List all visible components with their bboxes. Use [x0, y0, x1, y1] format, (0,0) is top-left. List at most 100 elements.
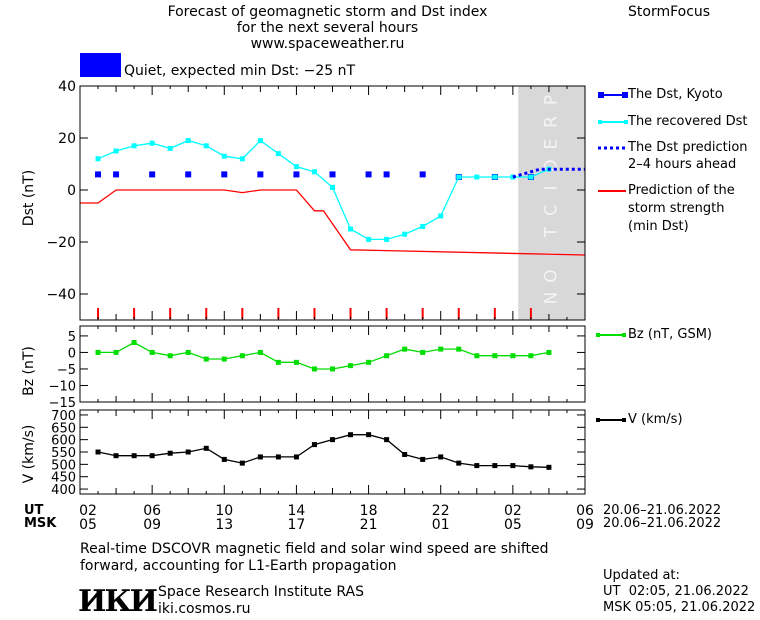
- data-point: [149, 453, 155, 459]
- prediction-zone-letter: C: [542, 204, 562, 216]
- prediction-zone: [518, 86, 585, 320]
- prediction-zone-letter: R: [542, 116, 562, 128]
- data-point: [474, 353, 480, 359]
- y-tick-label: 550: [51, 446, 76, 461]
- data-point: [95, 156, 101, 162]
- data-point: [149, 349, 155, 355]
- data-point: [311, 169, 317, 175]
- data-point: [384, 437, 390, 443]
- updated-label: Updated at:: [603, 568, 680, 583]
- data-point: [95, 171, 102, 178]
- data-point: [528, 464, 534, 470]
- data-point: [311, 442, 317, 448]
- data-point: [330, 184, 335, 190]
- data-point: [257, 138, 263, 144]
- data-point: [167, 145, 173, 151]
- data-point: [167, 450, 173, 456]
- series-line: [97, 434, 549, 468]
- data-point: [438, 213, 444, 219]
- legend-prediction-dotted-icon: [598, 146, 628, 150]
- series-dotted-line: [512, 167, 585, 179]
- y-tick-label: 40: [58, 79, 76, 95]
- chart-title-line-2: for the next several hours: [236, 20, 419, 36]
- msk-tick-label: 21: [360, 517, 378, 533]
- msk-tick-label: 05: [504, 517, 522, 533]
- updated-ut: UT 02:05, 21.06.2022: [603, 584, 749, 599]
- y-tick-label: −15: [49, 396, 76, 411]
- data-point: [221, 171, 228, 178]
- y-tick-label: 450: [51, 471, 76, 486]
- panel-frame: [79, 85, 586, 321]
- data-point: [420, 349, 426, 355]
- msk-tick-label: 09: [576, 517, 594, 533]
- data-point: [113, 453, 119, 459]
- prediction-zone-letter: P: [542, 95, 562, 105]
- dst-ylabel: Dst (nT): [21, 169, 37, 227]
- data-point: [275, 151, 281, 157]
- y-tick-label: 600: [51, 434, 76, 449]
- msk-tick-label: 09: [143, 517, 161, 533]
- msk-tick-label: 01: [432, 517, 450, 533]
- msk-tick-label: 17: [288, 517, 306, 533]
- msk-tick-label: 13: [215, 517, 233, 533]
- data-point: [95, 449, 101, 455]
- ut-tick-label: 10: [215, 503, 233, 519]
- legend-kyoto-label: The Dst, Kyoto: [628, 87, 723, 102]
- status-color-box: [80, 53, 121, 77]
- legend-storm-strength-line-2: storm strength: [628, 201, 725, 216]
- data-point: [257, 454, 263, 460]
- prediction-zone-letter: N: [542, 292, 562, 305]
- data-point: [492, 174, 498, 180]
- data-point: [131, 143, 137, 149]
- data-point: [384, 236, 390, 242]
- data-point: [330, 366, 335, 372]
- data-point: [275, 359, 281, 365]
- data-point: [510, 463, 516, 469]
- data-point: [438, 346, 444, 352]
- data-point: [546, 349, 552, 355]
- legend-v-label: V (km/s): [628, 412, 683, 427]
- legend-recovered: The recovered Dst: [598, 113, 760, 131]
- bz-ylabel: Bz (nT): [21, 346, 37, 396]
- data-point: [383, 171, 390, 178]
- y-tick-label: 20: [58, 131, 76, 147]
- data-point: [348, 226, 354, 232]
- chart-title-line-3: www.spaceweather.ru: [250, 36, 405, 52]
- data-point: [95, 349, 101, 355]
- data-point: [329, 171, 336, 178]
- legend-storm-strength: Prediction of the storm strength (min Ds…: [598, 182, 760, 236]
- y-tick-label: 500: [51, 458, 76, 473]
- data-point: [293, 359, 299, 365]
- data-point: [546, 464, 552, 470]
- legend-v-icon: [596, 418, 626, 422]
- data-point: [456, 346, 462, 352]
- data-point: [221, 153, 227, 159]
- legend-kyoto: The Dst, Kyoto: [598, 86, 760, 104]
- data-point: [185, 171, 192, 178]
- ut-tick-label: 14: [288, 503, 306, 519]
- legend-storm-strength-line-1: Prediction of the: [628, 183, 735, 198]
- data-point: [456, 174, 462, 180]
- data-point: [365, 171, 372, 178]
- prediction-zone-letter: I: [542, 185, 562, 190]
- data-point: [131, 453, 137, 459]
- data-point: [348, 363, 354, 369]
- data-point: [456, 460, 462, 466]
- data-point: [185, 449, 191, 455]
- data-point: [366, 359, 372, 365]
- ut-tick-label: 22: [432, 503, 450, 519]
- data-point: [293, 454, 299, 460]
- data-point: [113, 171, 120, 178]
- data-point: [293, 171, 300, 178]
- series-line: [98, 341, 550, 370]
- panel-frame: [79, 409, 586, 495]
- data-point: [113, 349, 119, 355]
- y-tick-label: 5: [68, 330, 76, 345]
- data-point: [239, 156, 245, 162]
- ut-tick-label: 02: [79, 503, 97, 519]
- data-point: [528, 174, 534, 180]
- ut-tick-label: 18: [360, 503, 378, 519]
- y-tick-label: −20: [46, 235, 76, 251]
- data-point: [203, 445, 209, 451]
- data-point: [420, 223, 426, 229]
